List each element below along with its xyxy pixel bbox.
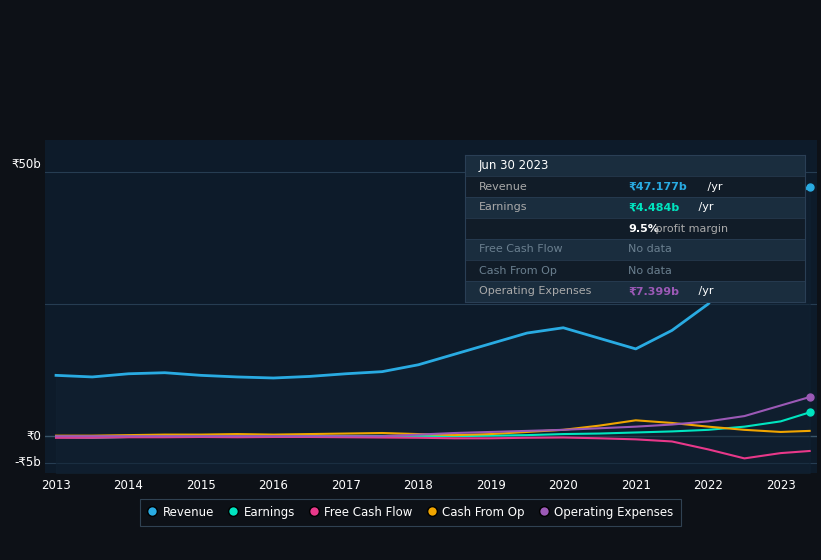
Text: /yr: /yr (704, 181, 722, 192)
FancyBboxPatch shape (465, 197, 805, 218)
FancyBboxPatch shape (465, 260, 805, 281)
Text: -₹5b: -₹5b (14, 456, 41, 469)
Text: ₹0: ₹0 (26, 430, 41, 442)
Text: profit margin: profit margin (652, 223, 728, 234)
Text: ₹7.399b: ₹7.399b (628, 287, 679, 296)
Text: No data: No data (628, 245, 672, 254)
Text: ₹50b: ₹50b (11, 157, 41, 171)
Text: Free Cash Flow: Free Cash Flow (479, 245, 562, 254)
Legend: Revenue, Earnings, Free Cash Flow, Cash From Op, Operating Expenses: Revenue, Earnings, Free Cash Flow, Cash … (140, 499, 681, 526)
Text: /yr: /yr (695, 287, 713, 296)
FancyBboxPatch shape (465, 176, 805, 197)
FancyBboxPatch shape (465, 155, 805, 176)
Text: Revenue: Revenue (479, 181, 527, 192)
Text: Operating Expenses: Operating Expenses (479, 287, 591, 296)
Text: 9.5%: 9.5% (628, 223, 659, 234)
Text: Cash From Op: Cash From Op (479, 265, 557, 276)
Text: Jun 30 2023: Jun 30 2023 (479, 159, 549, 172)
FancyBboxPatch shape (465, 281, 805, 302)
FancyBboxPatch shape (465, 218, 805, 239)
Text: No data: No data (628, 265, 672, 276)
FancyBboxPatch shape (465, 239, 805, 260)
Text: Earnings: Earnings (479, 203, 527, 212)
Text: ₹47.177b: ₹47.177b (628, 181, 687, 192)
Text: ₹4.484b: ₹4.484b (628, 203, 680, 212)
Text: /yr: /yr (695, 203, 713, 212)
